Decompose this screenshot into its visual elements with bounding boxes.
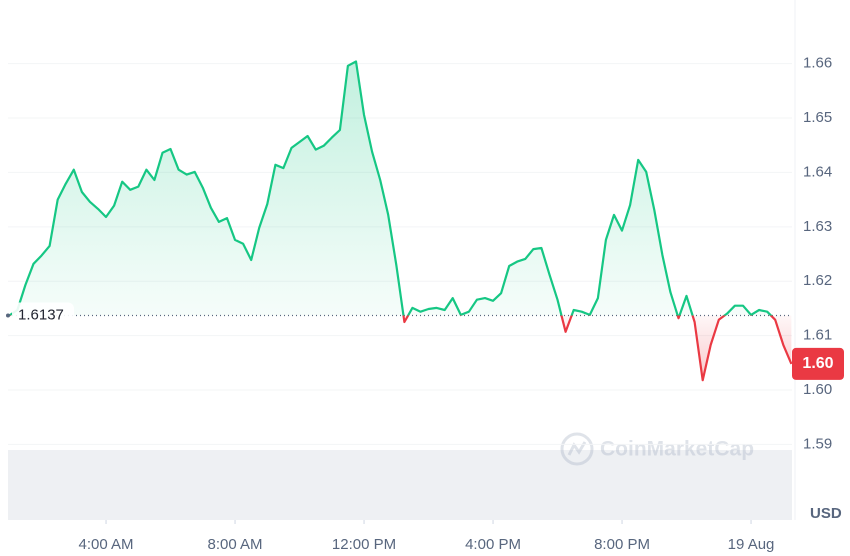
x-tick-label: 8:00 PM <box>594 536 650 553</box>
price-area <box>9 61 792 381</box>
current-price-tag <box>792 347 844 380</box>
y-tick-label: 1.65 <box>803 109 832 126</box>
watermark-text: CoinMarketCap <box>600 438 754 461</box>
watermark-logo <box>560 432 594 466</box>
price-line <box>8 60 793 382</box>
baseline-label-bg <box>12 302 74 329</box>
volume-area <box>8 450 792 520</box>
y-tick-label: 1.62 <box>803 272 832 289</box>
y-tick-label: 1.64 <box>803 163 832 180</box>
watermark-logo <box>567 441 587 456</box>
baseline-dot <box>6 313 10 318</box>
x-tick-label: 12:00 PM <box>332 536 396 553</box>
y-tick-label: 1.59 <box>803 435 832 452</box>
current-price-label: 1.60 <box>802 355 833 372</box>
y-tick-label: 1.61 <box>803 327 832 344</box>
x-tick-label: 8:00 AM <box>208 536 263 553</box>
x-tick-label: 4:00 PM <box>465 536 521 553</box>
y-tick-label: 1.63 <box>803 218 832 235</box>
y-unit: USD <box>810 505 842 522</box>
y-tick-label: 1.60 <box>803 381 832 398</box>
y-tick-label: 1.66 <box>803 55 832 72</box>
x-tick-label: 4:00 AM <box>79 536 134 553</box>
baseline-label: 1.6137 <box>18 306 64 323</box>
x-tick-label: 19 Aug <box>728 536 775 553</box>
watermark: CoinMarketCap <box>560 432 754 466</box>
